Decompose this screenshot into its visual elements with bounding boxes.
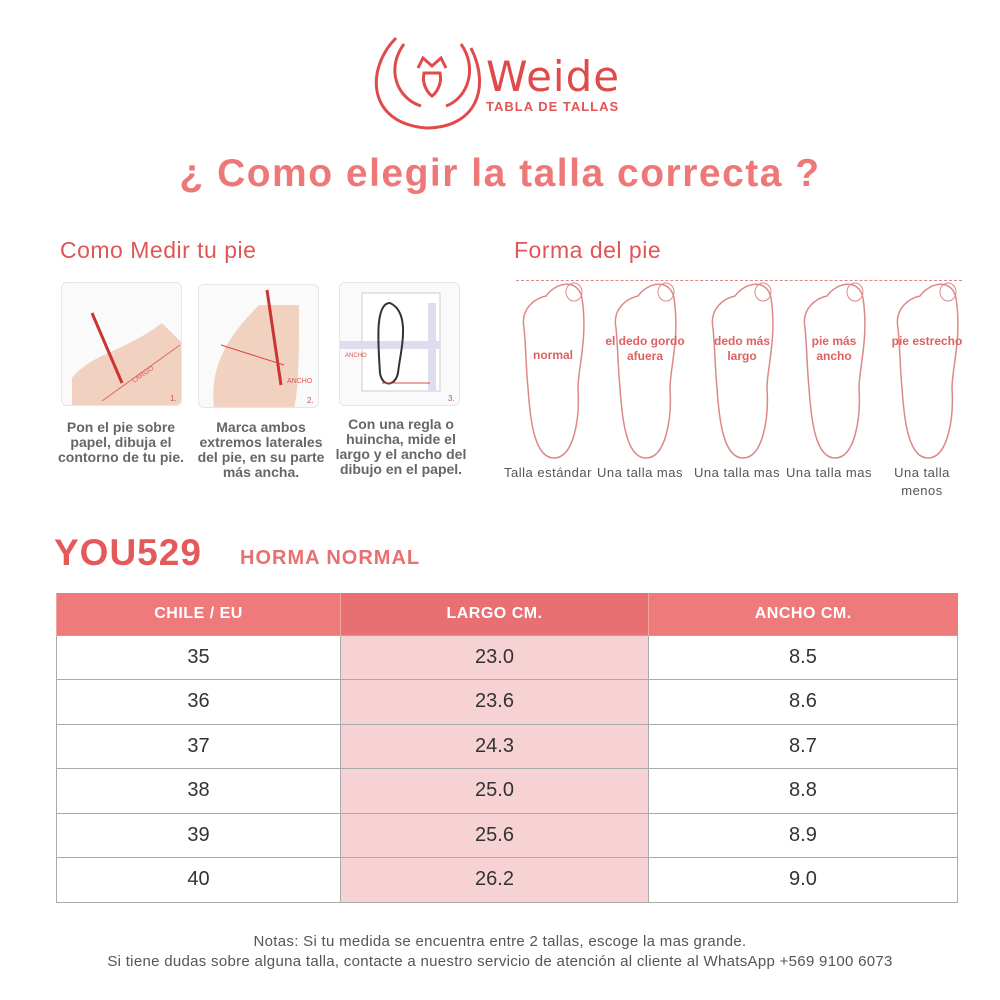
foot-size-advice: Una talla mas — [597, 465, 683, 480]
cell-size: 40 — [55, 857, 342, 903]
cell-length: 26.2 — [340, 857, 649, 903]
cell-length: 23.6 — [340, 679, 649, 725]
fit-label: HORMA NORMAL — [240, 547, 421, 569]
size-table: CHILE / EU LARGO CM. ANCHO CM. 35 23.0 8.5… — [55, 593, 959, 903]
foot-type-label: el dedo gordo afuera — [605, 334, 685, 363]
table-row: 37 24.3 8.7 — [55, 723, 959, 769]
model-code: YOU529 — [54, 532, 202, 573]
table-row: 39 25.6 8.9 — [55, 812, 959, 858]
foot-type-label: pie estrecho — [891, 334, 963, 348]
table-row: 35 23.0 8.5 — [55, 634, 959, 680]
step-1-text: Pon el pie sobre papel, dibuja el contor… — [58, 419, 184, 465]
measure-heading: Como Medir tu pie — [60, 237, 257, 263]
col-header-size: CHILE / EU — [55, 593, 341, 635]
step-1-image: LARGO 1. — [61, 282, 182, 406]
cell-size: 39 — [55, 812, 342, 858]
foot-size-advice: Una talla mas — [786, 465, 872, 480]
shape-heading: Forma del pie — [514, 237, 662, 263]
cell-width: 8.7 — [647, 723, 959, 769]
step-2-image: ANCHO 2. — [198, 284, 319, 408]
svg-text:ANCHO: ANCHO — [345, 353, 367, 359]
foot-size-advice: Una talla mas — [694, 465, 780, 480]
foot-type-label: pie más ancho — [811, 334, 857, 363]
cell-width: 8.6 — [647, 679, 959, 725]
foot-outline-icon — [896, 282, 959, 459]
cell-size: 35 — [55, 634, 342, 680]
page-title: ¿ Como elegir la talla correcta ? — [179, 152, 821, 195]
brand-name: Weide — [486, 52, 621, 101]
cell-width: 8.8 — [647, 768, 959, 814]
cell-size: 38 — [55, 768, 342, 814]
foot-type-label: dedo más largo — [713, 334, 770, 363]
foot-outline-icon — [803, 282, 866, 459]
cell-size: 37 — [55, 723, 342, 769]
col-header-width: ANCHO CM. — [647, 593, 958, 635]
step-2-text: Marca ambos extremos laterales del pie, … — [197, 419, 325, 480]
svg-text:2.: 2. — [307, 396, 314, 405]
svg-text:1.: 1. — [170, 394, 177, 403]
cell-size: 36 — [55, 679, 342, 725]
col-header-length: LARGO CM. — [340, 593, 649, 635]
foot-size-advice: Talla estándar — [504, 465, 592, 480]
svg-text:ANCHO: ANCHO — [287, 378, 313, 385]
note-line-1: Notas: Si tu medida se encuentra entre 2… — [253, 933, 747, 950]
cell-length: 24.3 — [340, 723, 649, 769]
table-row: 38 25.0 8.8 — [55, 768, 959, 814]
table-row: 40 26.2 9.0 — [55, 857, 959, 903]
cell-width: 8.9 — [647, 812, 959, 858]
foot-outline-icon — [711, 282, 774, 459]
cell-width: 8.5 — [647, 634, 959, 680]
foot-outline-icon — [614, 282, 677, 459]
foot-size-advice: Una talla menos — [894, 465, 950, 498]
cell-width: 9.0 — [647, 857, 959, 903]
step-3-image: ANCHO 3. — [339, 282, 460, 406]
note-line-2: Si tiene dudas sobre alguna talla, conta… — [107, 953, 893, 970]
brand-tagline: TABLA DE TALLAS — [486, 99, 620, 114]
table-row: 36 23.6 8.6 — [55, 679, 959, 725]
foot-outline-icon — [522, 282, 585, 459]
svg-text:3.: 3. — [448, 394, 455, 403]
cell-length: 25.6 — [340, 812, 649, 858]
cell-length: 25.0 — [340, 768, 649, 814]
cell-length: 23.0 — [340, 634, 649, 680]
length-guide-line — [516, 280, 962, 281]
step-3-text: Con una regla o huincha, mide el largo y… — [335, 416, 467, 477]
foot-type-label: normal — [532, 348, 573, 362]
weide-logo-icon — [374, 36, 481, 130]
